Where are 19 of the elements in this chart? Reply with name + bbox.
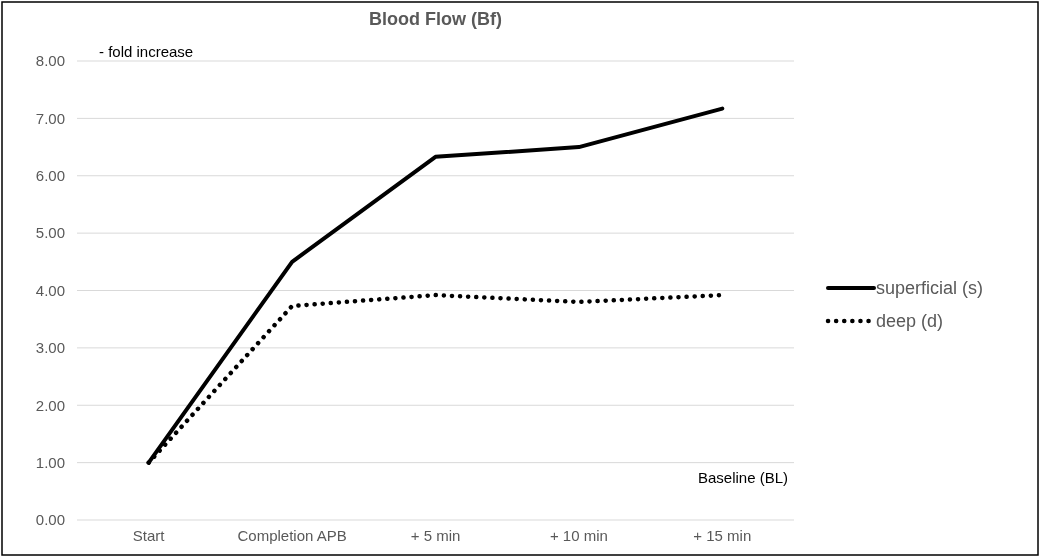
chart-title: Blood Flow (Bf) bbox=[369, 9, 502, 29]
legend-label: deep (d) bbox=[876, 311, 944, 331]
y-tick-label: 4.00 bbox=[35, 281, 65, 299]
y-tick-label: 2.00 bbox=[35, 396, 65, 414]
y-tick-label: 8.00 bbox=[35, 52, 65, 70]
x-tick-label: Start bbox=[132, 526, 166, 544]
annotation: Baseline (BL) bbox=[697, 468, 788, 486]
y-tick-label: 1.00 bbox=[35, 453, 65, 471]
legend-label: superficial (s) bbox=[876, 278, 984, 298]
x-tick-label: + 5 min bbox=[410, 526, 461, 544]
y-tick-label: 7.00 bbox=[35, 109, 65, 127]
x-tick-label: + 10 min bbox=[549, 526, 608, 544]
y-tick-label: 0.00 bbox=[35, 511, 65, 529]
x-tick-label: Completion APB bbox=[237, 526, 347, 544]
y-axis-title: - fold increase bbox=[99, 43, 194, 60]
y-tick-label: 3.00 bbox=[35, 339, 65, 357]
x-tick-label: + 15 min bbox=[693, 526, 752, 544]
y-tick-label: 5.00 bbox=[35, 224, 65, 242]
y-tick-label: 6.00 bbox=[35, 167, 65, 185]
